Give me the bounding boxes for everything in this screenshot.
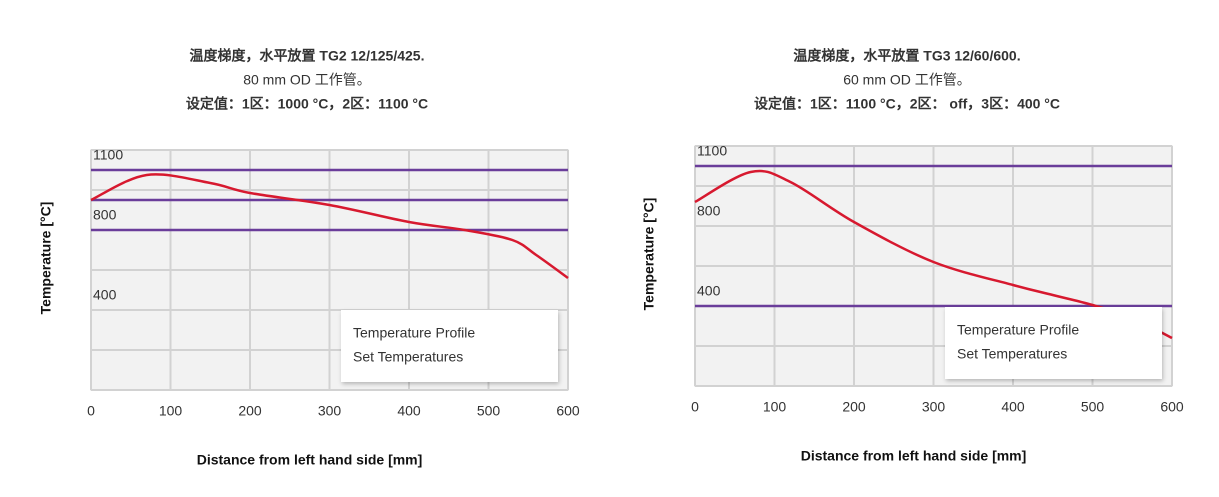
x-tick-label: 100 [763, 399, 787, 415]
legend-box [945, 307, 1162, 379]
x-tick-label: 200 [238, 403, 262, 419]
y-tick-label: 400 [93, 287, 117, 303]
x-tick-label: 0 [87, 403, 95, 419]
y-axis-label: Temperature [°C] [38, 202, 54, 315]
y-axis-label: Temperature [°C] [641, 198, 657, 311]
y-tick-label: 1100 [93, 147, 123, 163]
y-tick-label: 800 [93, 207, 117, 223]
x-tick-label: 100 [159, 403, 183, 419]
x-tick-label: 0 [691, 399, 699, 415]
x-tick-label: 500 [1081, 399, 1105, 415]
chart-title: 温度梯度，水平放置 TG3 12/60/600. [793, 48, 1020, 64]
x-axis-label: Distance from left hand side [mm] [197, 452, 423, 468]
legend-entry: Set Temperatures [353, 349, 463, 365]
y-tick-label: 800 [697, 203, 721, 219]
chart-title: 80 mm OD 工作管。 [243, 72, 371, 88]
x-tick-label: 300 [922, 399, 946, 415]
x-tick-label: 600 [1160, 399, 1184, 415]
x-axis-label: Distance from left hand side [mm] [801, 448, 1027, 464]
chart-title: 设定值：1区：1000 °C，2区：1100 °C [186, 96, 428, 112]
chart-title: 60 mm OD 工作管。 [843, 72, 971, 88]
x-tick-label: 500 [477, 403, 501, 419]
legend-entry: Set Temperatures [957, 346, 1067, 362]
x-tick-label: 600 [556, 403, 580, 419]
y-tick-label: 400 [697, 283, 721, 299]
y-tick-label: 1100 [697, 143, 727, 159]
chart-title: 设定值：1区：1100 °C，2区： off，3区：400 °C [754, 96, 1060, 112]
x-tick-label: 300 [318, 403, 342, 419]
x-tick-label: 400 [397, 403, 421, 419]
legend-entry: Temperature Profile [353, 325, 475, 341]
legend-box [341, 310, 558, 382]
legend-entry: Temperature Profile [957, 322, 1079, 338]
x-tick-label: 400 [1001, 399, 1025, 415]
x-tick-label: 200 [842, 399, 866, 415]
temperature-profile-line [90, 173, 569, 280]
chart-title: 温度梯度，水平放置 TG2 12/125/425. [190, 48, 425, 64]
